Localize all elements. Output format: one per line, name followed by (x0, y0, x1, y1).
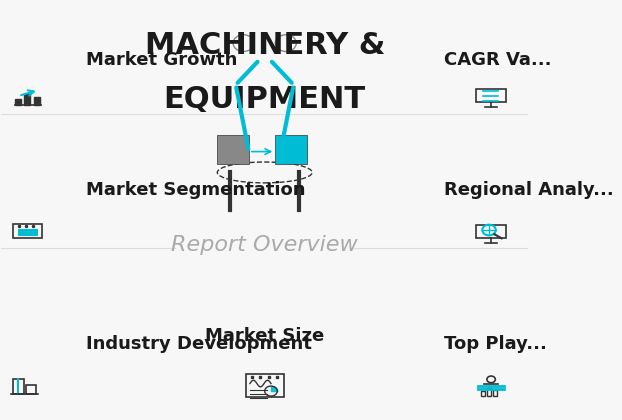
Text: CAGR Va...: CAGR Va... (443, 52, 551, 69)
Bar (26, 385, 36, 394)
Bar (24, 94, 30, 105)
Bar (275, 135, 307, 164)
Bar (17, 229, 38, 236)
Text: MACHINERY &: MACHINERY & (144, 31, 385, 60)
Bar (13, 223, 42, 238)
Text: Report Overview: Report Overview (171, 235, 358, 255)
Text: Market Growth: Market Growth (86, 52, 237, 69)
Bar (493, 390, 498, 396)
Text: Top Play...: Top Play... (443, 335, 547, 353)
Text: EQUIPMENT: EQUIPMENT (164, 85, 366, 114)
Text: Market Segmentation: Market Segmentation (86, 181, 305, 199)
Bar (13, 379, 24, 394)
Bar (481, 391, 485, 396)
Bar (476, 225, 506, 239)
Bar (476, 89, 506, 102)
Bar (217, 135, 249, 164)
Bar (34, 97, 40, 105)
Bar (487, 388, 491, 396)
Bar (246, 373, 284, 397)
Text: Market Size: Market Size (205, 327, 324, 345)
Text: Regional Analy...: Regional Analy... (443, 181, 613, 199)
Text: Industry Development: Industry Development (86, 335, 312, 353)
Bar (15, 99, 21, 105)
